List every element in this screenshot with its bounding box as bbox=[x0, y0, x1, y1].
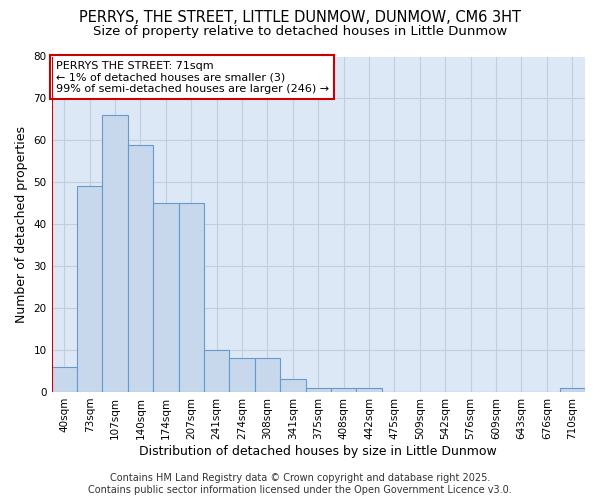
Text: Contains HM Land Registry data © Crown copyright and database right 2025.
Contai: Contains HM Land Registry data © Crown c… bbox=[88, 474, 512, 495]
Bar bbox=[52, 367, 77, 392]
Text: Size of property relative to detached houses in Little Dunmow: Size of property relative to detached ho… bbox=[93, 25, 507, 38]
Bar bbox=[103, 115, 128, 392]
Bar bbox=[229, 358, 255, 392]
Text: PERRYS, THE STREET, LITTLE DUNMOW, DUNMOW, CM6 3HT: PERRYS, THE STREET, LITTLE DUNMOW, DUNMO… bbox=[79, 10, 521, 25]
Bar bbox=[331, 388, 356, 392]
Bar bbox=[77, 186, 103, 392]
Bar bbox=[305, 388, 331, 392]
Bar bbox=[128, 144, 153, 392]
Bar bbox=[255, 358, 280, 392]
Bar bbox=[153, 204, 179, 392]
Bar bbox=[560, 388, 585, 392]
Bar bbox=[280, 380, 305, 392]
X-axis label: Distribution of detached houses by size in Little Dunmow: Distribution of detached houses by size … bbox=[139, 444, 497, 458]
Bar bbox=[179, 204, 204, 392]
Bar bbox=[204, 350, 229, 392]
Text: PERRYS THE STREET: 71sqm
← 1% of detached houses are smaller (3)
99% of semi-det: PERRYS THE STREET: 71sqm ← 1% of detache… bbox=[56, 60, 329, 94]
Bar bbox=[356, 388, 382, 392]
Y-axis label: Number of detached properties: Number of detached properties bbox=[15, 126, 28, 322]
